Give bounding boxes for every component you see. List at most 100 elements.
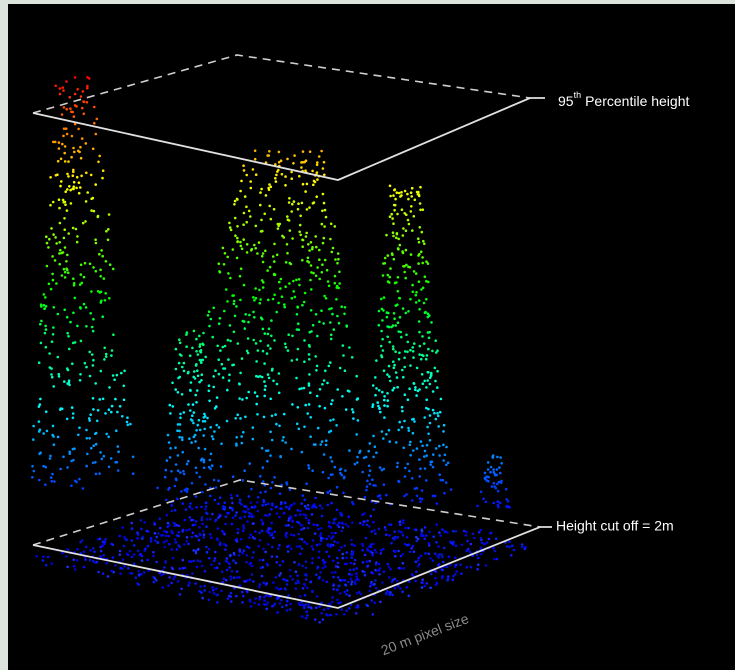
lidar-point: [241, 357, 244, 360]
lidar-point: [186, 331, 189, 334]
lidar-point: [224, 345, 227, 348]
lidar-point: [191, 572, 194, 575]
lidar-point: [208, 400, 211, 403]
lidar-point: [425, 454, 428, 457]
lidar-point: [284, 343, 287, 346]
lidar-point: [414, 199, 417, 202]
lidar-point: [273, 260, 276, 263]
lidar-point: [382, 309, 385, 312]
lidar-point: [162, 573, 165, 576]
lidar-point: [404, 350, 407, 353]
lidar-point: [85, 325, 88, 328]
lidar-point: [72, 147, 75, 150]
lidar-point: [81, 137, 84, 140]
lidar-point: [263, 395, 266, 398]
lidar-point: [317, 556, 320, 559]
lidar-point: [80, 273, 83, 276]
lidar-point: [166, 459, 169, 462]
lidar-point: [254, 287, 257, 290]
lidar-point: [93, 210, 96, 213]
lidar-point: [290, 533, 293, 536]
lidar-point: [411, 499, 414, 502]
lidar-point: [253, 244, 256, 247]
lidar-point: [243, 284, 246, 287]
lidar-point: [341, 474, 344, 477]
lidar-point: [243, 320, 246, 323]
lidar-point: [64, 160, 67, 163]
lidar-point: [159, 517, 162, 520]
lidar-point: [497, 506, 500, 509]
lidar-point: [196, 535, 199, 538]
lidar-point: [413, 550, 416, 553]
lidar-point: [347, 581, 350, 584]
lidar-point: [415, 294, 418, 297]
lidar-point: [388, 365, 391, 368]
lidar-point: [66, 332, 69, 335]
lidar-point: [183, 362, 186, 365]
lidar-point: [398, 352, 401, 355]
lidar-point: [89, 559, 92, 562]
lidar-point: [296, 545, 299, 548]
lidar-point: [211, 513, 214, 516]
lidar-point: [277, 302, 280, 305]
lidar-point: [216, 566, 219, 569]
lidar-point: [55, 282, 58, 285]
lidar-point: [372, 456, 375, 459]
lidar-point: [337, 562, 340, 565]
lidar-point: [362, 561, 365, 564]
lidar-point: [404, 393, 407, 396]
lidar-point: [240, 538, 243, 541]
lidar-point: [253, 299, 256, 302]
lidar-point: [436, 370, 439, 373]
lidar-point: [177, 531, 180, 534]
lidar-point: [195, 506, 198, 509]
lidar-point: [177, 391, 180, 394]
lidar-point: [282, 436, 285, 439]
lidar-point: [237, 532, 240, 535]
lidar-point: [66, 133, 69, 136]
lidar-point: [227, 272, 230, 275]
lidar-point: [222, 247, 225, 250]
lidar-point: [226, 300, 229, 303]
lidar-point: [177, 469, 180, 472]
lidar-point: [396, 462, 399, 465]
lidar-point: [465, 531, 468, 534]
lidar-point: [361, 471, 364, 474]
lidar-point: [394, 550, 397, 553]
lidar-point: [357, 419, 360, 422]
lidar-point: [221, 530, 224, 533]
lidar-point: [307, 527, 310, 530]
lidar-point: [338, 585, 341, 588]
lidar-point: [69, 189, 72, 192]
lidar-point: [174, 485, 177, 488]
lidar-point: [216, 345, 219, 348]
lidar-point: [83, 276, 86, 279]
lidar-point: [508, 546, 511, 549]
lidar-point: [425, 407, 428, 410]
lidar-point: [64, 246, 67, 249]
lidar-point: [500, 481, 503, 484]
lidar-point: [413, 420, 416, 423]
lidar-point: [393, 258, 396, 261]
lidar-point: [431, 460, 434, 463]
lidar-point: [307, 606, 310, 609]
lidar-point: [65, 260, 68, 263]
lidar-point: [320, 150, 323, 153]
lidar-point: [347, 525, 350, 528]
lidar-point: [412, 545, 415, 548]
lidar-point: [260, 519, 263, 522]
lidar-point: [74, 480, 77, 483]
lidar-point: [300, 502, 303, 505]
lidar-point: [424, 552, 427, 555]
lidar-point: [136, 537, 139, 540]
lidar-point: [154, 532, 157, 535]
lidar-point: [424, 275, 427, 278]
lidar-point: [323, 161, 326, 164]
lidar-point: [43, 293, 46, 296]
lidar-point: [95, 242, 98, 245]
lidar-point: [352, 550, 355, 553]
lidar-point: [228, 379, 231, 382]
lidar-point: [45, 328, 48, 331]
lidar-point: [378, 310, 381, 313]
lidar-point: [345, 557, 348, 560]
